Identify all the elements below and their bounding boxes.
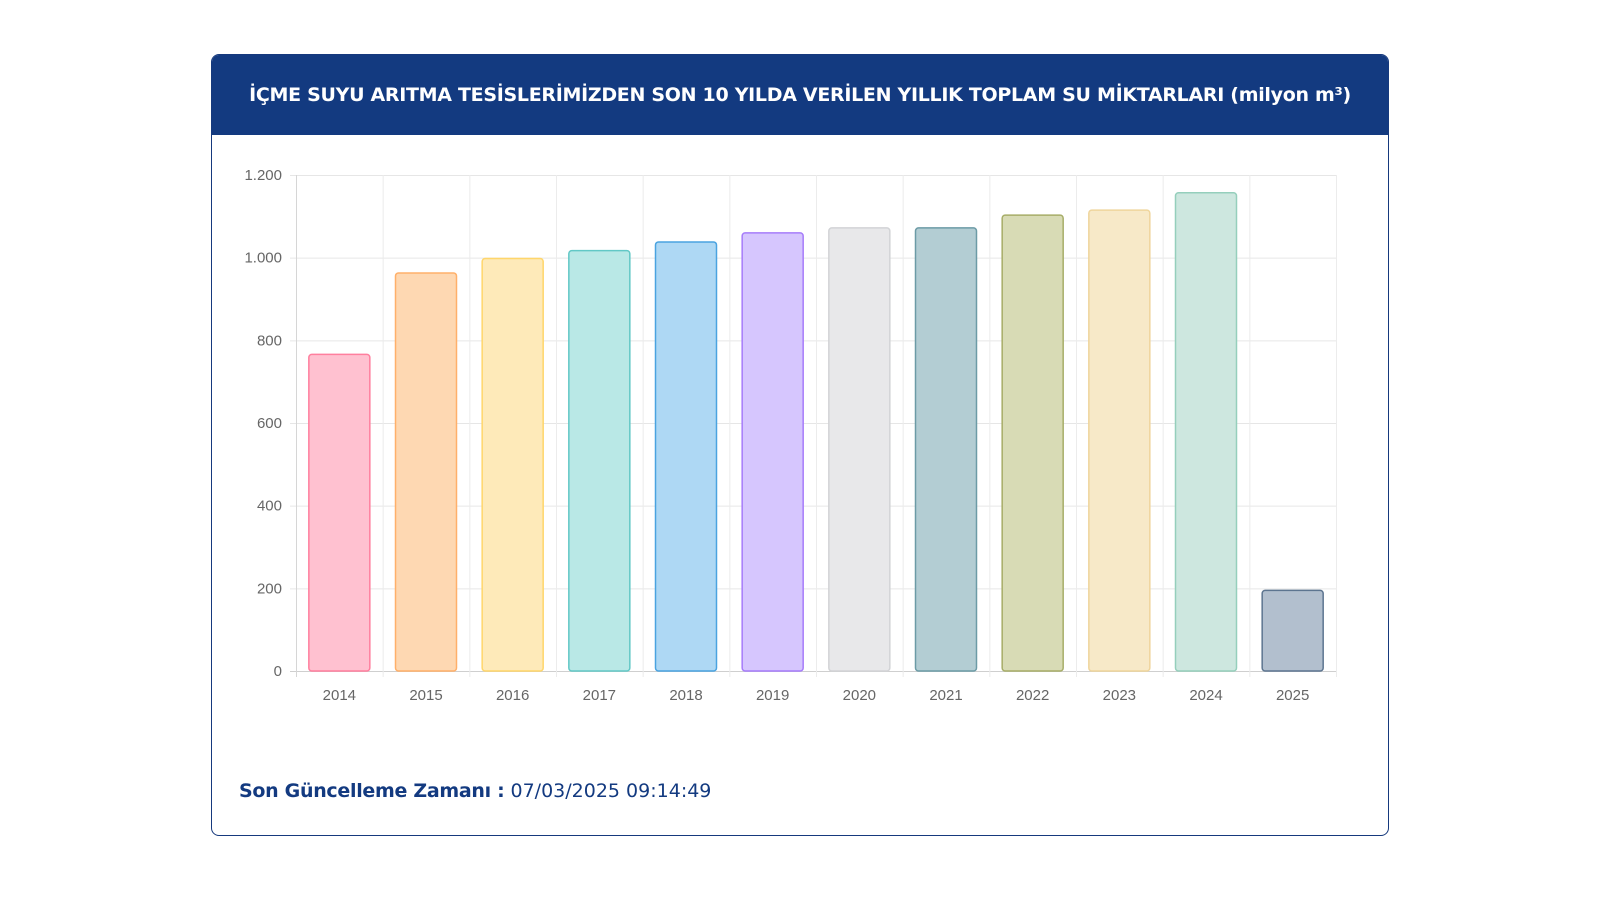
x-tick-label: 2016 — [496, 687, 529, 704]
x-tick-label: 2025 — [1276, 687, 1309, 704]
x-tick-label: 2023 — [1103, 687, 1136, 704]
bar-2017 — [568, 249, 631, 672]
last-update: Son Güncelleme Zamanı : 07/03/2025 09:14… — [239, 780, 711, 802]
last-update-label: Son Güncelleme Zamanı : — [239, 780, 505, 802]
x-tick-label: 2014 — [323, 687, 356, 704]
bar-2021 — [914, 227, 978, 672]
x-tick-label: 2024 — [1189, 687, 1222, 704]
bar-2020 — [828, 227, 891, 672]
bar-2024 — [1174, 192, 1238, 672]
y-tick-label: 200 — [257, 580, 282, 597]
chart-area: 0 200 400 600 800 1.000 1.200 2014 2015 2016 2017 2… — [212, 135, 1388, 775]
x-tick-label: 2022 — [1016, 687, 1049, 704]
y-tick-label: 0 — [274, 663, 282, 680]
bar-2016 — [481, 257, 544, 672]
y-tick-label: 400 — [257, 498, 282, 515]
bar-2014 — [308, 353, 371, 672]
bar-2022 — [1001, 214, 1064, 672]
bar-2019 — [741, 232, 804, 672]
x-tick-label: 2015 — [409, 687, 442, 704]
bar-2025 — [1261, 589, 1324, 672]
y-tick-label: 800 — [257, 332, 282, 349]
bar-chart: 0 200 400 600 800 1.000 1.200 2014 2015 2016 2017 2… — [244, 167, 1337, 704]
bar-2023 — [1088, 209, 1151, 672]
bar-2018 — [654, 241, 718, 672]
x-tick-label: 2021 — [929, 687, 962, 704]
x-tick-label: 2017 — [583, 687, 616, 704]
x-tick-label: 2018 — [669, 687, 702, 704]
x-tick-label: 2020 — [843, 687, 876, 704]
chart-card: İÇME SUYU ARITMA TESİSLERİMİZDEN SON 10 … — [211, 54, 1389, 836]
chart-title: İÇME SUYU ARITMA TESİSLERİMİZDEN SON 10 … — [212, 55, 1388, 135]
y-tick-label: 600 — [257, 415, 282, 432]
bar-2015 — [394, 272, 458, 672]
y-tick-label: 1.000 — [244, 250, 282, 267]
y-tick-label: 1.200 — [244, 167, 282, 184]
x-tick-label: 2019 — [756, 687, 789, 704]
last-update-value: 07/03/2025 09:14:49 — [504, 780, 712, 802]
